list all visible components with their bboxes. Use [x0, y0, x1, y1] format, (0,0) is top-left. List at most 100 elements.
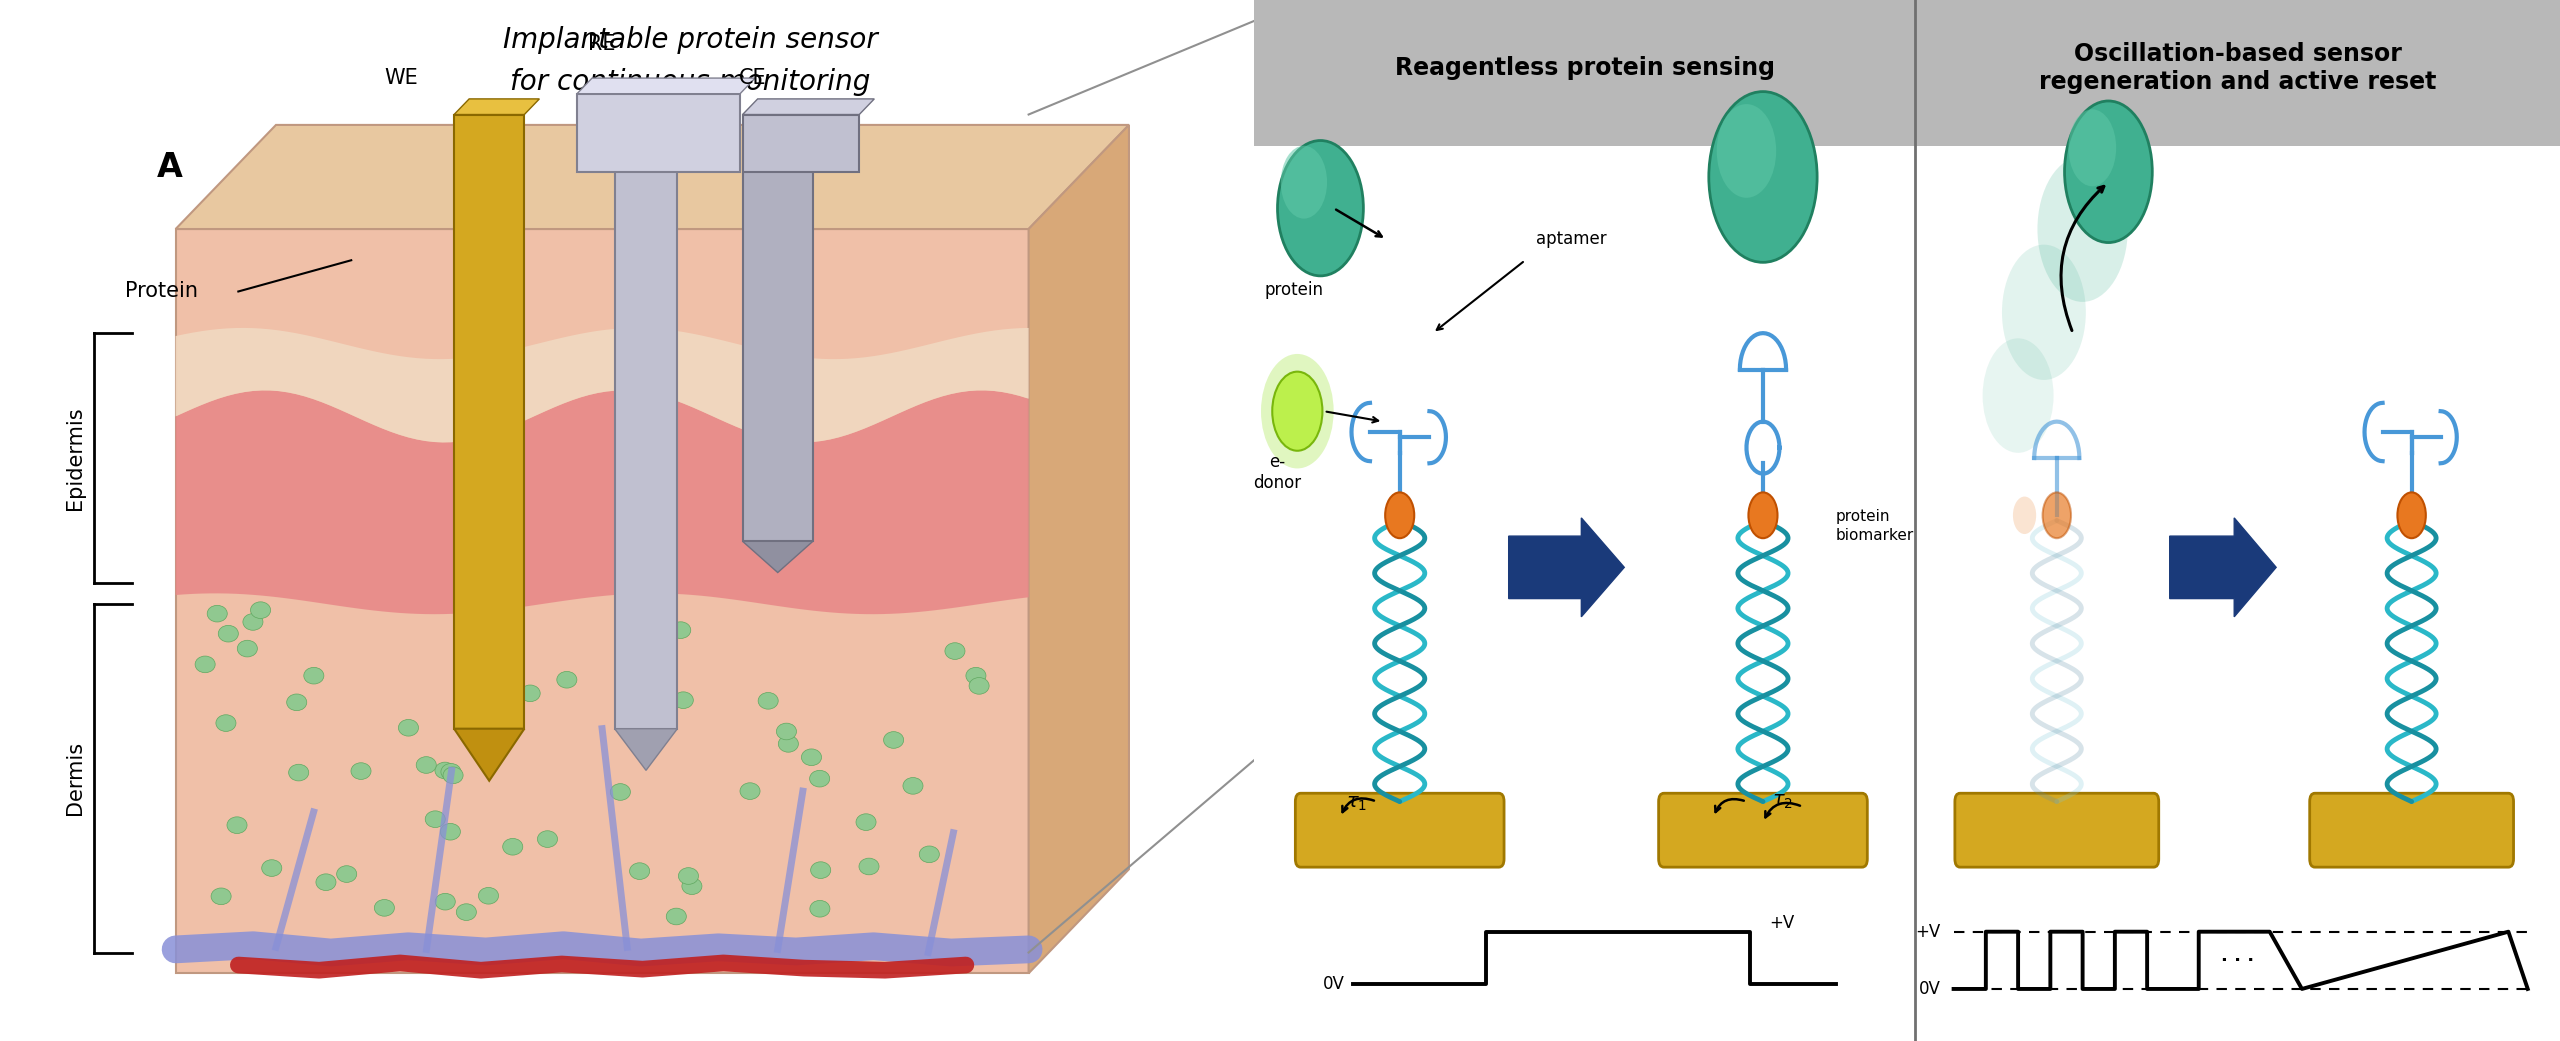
Circle shape	[630, 863, 650, 880]
Circle shape	[609, 784, 630, 801]
Circle shape	[2002, 245, 2086, 380]
Circle shape	[970, 678, 988, 694]
Polygon shape	[614, 94, 678, 729]
Circle shape	[965, 667, 986, 684]
Circle shape	[758, 692, 778, 709]
Circle shape	[479, 887, 499, 904]
Circle shape	[207, 605, 228, 621]
Circle shape	[338, 866, 356, 883]
Polygon shape	[453, 99, 540, 115]
Circle shape	[238, 640, 259, 657]
Circle shape	[2396, 492, 2427, 538]
Text: for continuous monitoring: for continuous monitoring	[509, 68, 870, 96]
Circle shape	[1748, 492, 1777, 538]
Circle shape	[1710, 92, 1818, 262]
Circle shape	[801, 748, 822, 765]
FancyBboxPatch shape	[1659, 793, 1866, 867]
Text: Reagentless protein sensing: Reagentless protein sensing	[1395, 55, 1774, 80]
Text: +V: +V	[1915, 922, 1940, 941]
Circle shape	[305, 667, 325, 684]
Circle shape	[218, 626, 238, 642]
FancyBboxPatch shape	[2309, 793, 2514, 867]
Polygon shape	[453, 115, 525, 729]
Text: 0V: 0V	[1920, 980, 1940, 998]
Polygon shape	[1915, 0, 2560, 146]
Circle shape	[666, 908, 686, 924]
Polygon shape	[1029, 125, 1129, 973]
Circle shape	[2012, 497, 2035, 534]
Text: A: A	[156, 151, 182, 184]
Circle shape	[251, 602, 271, 618]
Text: Dermis: Dermis	[64, 741, 84, 815]
Text: RE: RE	[589, 33, 617, 54]
Text: WE: WE	[384, 68, 417, 88]
Polygon shape	[742, 99, 876, 115]
Polygon shape	[177, 125, 1129, 229]
Text: protein: protein	[1265, 281, 1324, 299]
Circle shape	[456, 904, 476, 920]
Circle shape	[681, 878, 701, 894]
Circle shape	[351, 763, 371, 780]
Circle shape	[776, 723, 796, 740]
Text: Implantable protein sensor: Implantable protein sensor	[502, 26, 878, 54]
Polygon shape	[742, 115, 814, 541]
FancyBboxPatch shape	[1956, 793, 2158, 867]
Circle shape	[812, 862, 829, 879]
FancyArrow shape	[2171, 517, 2276, 616]
Circle shape	[883, 732, 904, 748]
Circle shape	[678, 867, 699, 884]
Circle shape	[425, 811, 445, 828]
Text: $\tau_1$: $\tau_1$	[1347, 794, 1367, 813]
Text: aptamer: aptamer	[1536, 230, 1608, 249]
Circle shape	[558, 671, 576, 688]
Text: · · ·: · · ·	[2222, 951, 2253, 970]
Circle shape	[855, 814, 876, 831]
Circle shape	[520, 685, 540, 702]
Circle shape	[261, 860, 282, 877]
Circle shape	[435, 893, 456, 910]
Circle shape	[671, 621, 691, 638]
Text: protein
biomarker: protein biomarker	[1836, 509, 1915, 542]
Circle shape	[778, 736, 799, 753]
Circle shape	[374, 899, 394, 916]
Circle shape	[435, 762, 456, 779]
Text: $\tau_2$: $\tau_2$	[1772, 792, 1792, 811]
Circle shape	[2038, 156, 2127, 302]
Circle shape	[740, 783, 760, 799]
Circle shape	[904, 778, 924, 794]
Polygon shape	[576, 94, 740, 172]
Circle shape	[440, 763, 461, 780]
Polygon shape	[177, 229, 1029, 973]
FancyBboxPatch shape	[1295, 793, 1505, 867]
Circle shape	[287, 694, 307, 711]
Circle shape	[809, 900, 829, 917]
Polygon shape	[576, 78, 755, 94]
Polygon shape	[453, 729, 525, 781]
Circle shape	[1262, 354, 1334, 468]
Circle shape	[1718, 104, 1777, 198]
Circle shape	[1280, 146, 1326, 219]
Circle shape	[2068, 109, 2117, 186]
Circle shape	[228, 817, 248, 834]
Text: +V: +V	[1769, 914, 1795, 933]
Circle shape	[919, 846, 940, 863]
Circle shape	[215, 715, 236, 732]
Text: 0V: 0V	[1324, 974, 1344, 993]
Text: CE: CE	[740, 68, 765, 88]
FancyArrow shape	[1508, 517, 1623, 616]
Circle shape	[492, 627, 512, 643]
Polygon shape	[1254, 0, 1915, 146]
Polygon shape	[177, 390, 1029, 614]
Circle shape	[195, 656, 215, 672]
Circle shape	[443, 767, 463, 784]
Circle shape	[945, 642, 965, 659]
Circle shape	[809, 770, 829, 787]
Circle shape	[440, 823, 461, 840]
Circle shape	[1385, 492, 1413, 538]
Polygon shape	[742, 115, 860, 172]
Circle shape	[673, 692, 694, 709]
Circle shape	[243, 613, 264, 630]
Circle shape	[289, 764, 310, 781]
Circle shape	[1981, 338, 2053, 453]
Circle shape	[2043, 492, 2071, 538]
